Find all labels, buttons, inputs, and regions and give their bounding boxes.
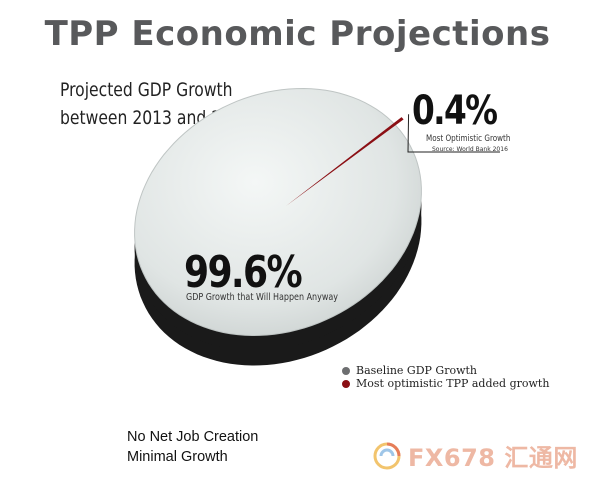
baseline-slice [134, 87, 422, 337]
notes: No Net Job Creation Minimal Growth [127, 427, 258, 467]
legend-label-optimistic: Most optimistic TPP added growth [356, 377, 550, 390]
legend-item-baseline: Baseline GDP Growth [342, 364, 549, 377]
optimistic-percent-label: 0.4% [412, 88, 498, 134]
optimistic-leader-line [407, 114, 500, 153]
legend-item-optimistic: Most optimistic TPP added growth [342, 377, 549, 390]
baseline-caption: GDP Growth that Will Happen Anyway [186, 292, 339, 303]
legend-dot-optimistic [342, 379, 350, 388]
legend: Baseline GDP Growth Most optimistic TPP … [342, 364, 549, 390]
optimistic-caption: Most Optimistic Growth [426, 134, 511, 144]
chart-title: TPP Economic Projections [44, 14, 551, 54]
legend-dot-baseline [342, 366, 350, 375]
note-line-1: No Net Job Creation [127, 429, 259, 445]
watermark: FX678 汇通网 [372, 438, 578, 473]
legend-label-baseline: Baseline GDP Growth [356, 364, 478, 377]
watermark-text: FX678 汇通网 [408, 444, 578, 472]
swirl-logo-icon [373, 442, 401, 469]
baseline-percent-label: 99.6% [184, 247, 303, 298]
note-line-2: Minimal Growth [127, 449, 228, 465]
optimistic-slice [286, 117, 404, 206]
subtitle-line-1: Projected GDP Growth [60, 79, 233, 101]
source-note: Source: World Bank 2016 [432, 146, 508, 153]
